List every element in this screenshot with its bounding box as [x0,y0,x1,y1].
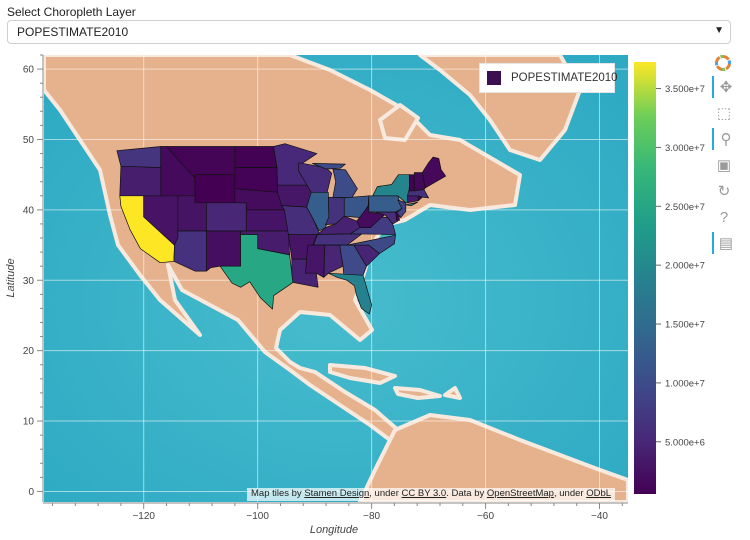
attribution-text: Map tiles by [251,488,305,499]
wheel-zoom-tool-icon[interactable]: ⚲ [712,128,738,150]
colorbar-tick-label: 5.000e+6 [665,437,705,448]
region-michigan-up[interactable] [312,163,346,170]
x-tick-label: −120 [132,511,155,522]
y-axis-label: Latitude [5,258,17,297]
stamen-design-link[interactable]: Stamen Design [304,488,370,499]
region-mississippi[interactable] [305,244,326,278]
layer-select-value: POPESTIMATE2010 [17,25,129,39]
region-kansas[interactable] [245,209,289,232]
region-colorado[interactable] [206,202,247,232]
colorbar [634,62,656,494]
x-tick-label: −40 [591,511,608,522]
x-axis-label: Longitude [310,524,358,536]
x-axis: −120 −100 −80 −60 −40 [52,503,623,522]
layer-select-dropdown[interactable]: POPESTIMATE2010 ▼ [7,20,731,44]
y-tick-label: 40 [23,205,35,216]
legend-swatch [487,71,501,85]
colorbar-tick-label: 1.000e+7 [665,378,705,389]
region-illinois[interactable] [306,191,330,232]
region-texas[interactable] [219,234,294,310]
region-florida[interactable] [327,272,372,315]
y-tick-label: 30 [23,276,35,287]
y-tick-label: 0 [28,487,34,498]
colorbar-tick-label: 3.000e+7 [665,143,705,154]
choropleth-regions [116,143,447,315]
x-tick-label: −60 [477,511,494,522]
region-wyoming[interactable] [194,174,236,204]
choropleth-map-plot[interactable]: 0 10 20 30 40 50 60 −120 −100 −80 −60 −40 Latitude… [0,50,750,540]
reset-tool-icon[interactable]: ↻ [717,182,731,200]
colorbar-tick-label: 2.000e+7 [665,261,705,272]
save-tool-icon[interactable]: ▣ [716,156,732,174]
region-south-dakota[interactable] [234,167,278,193]
attribution-text: . Data by [446,488,487,499]
y-tick-label: 20 [23,346,35,357]
x-tick-label: −80 [363,511,380,522]
help-tool-icon[interactable]: ? [719,208,729,226]
hover-tool-icon[interactable]: ▤ [712,232,738,254]
map-legend: POPESTIMATE2010 [479,63,618,93]
box-zoom-tool-icon[interactable]: ⬚ [716,104,732,122]
y-tick-label: 60 [23,65,35,76]
attribution-text: , under [369,488,402,499]
legend-label: POPESTIMATE2010 [511,72,618,84]
odbl-link[interactable]: ODbL [586,488,612,499]
y-tick-label: 50 [23,135,35,146]
colorbar-tick-label: 1.500e+7 [665,320,705,331]
map-attribution: Map tiles by Stamen Design, under CC BY … [247,488,616,501]
attribution-text: , under [553,488,587,499]
y-axis: 0 10 20 30 40 50 60 [23,54,43,498]
layer-select-label: Select Choropleth Layer [7,5,136,19]
cc-by-link[interactable]: CC BY 3.0 [401,488,447,499]
pan-tool-icon[interactable]: ✥ [712,76,738,98]
region-alabama[interactable] [323,244,344,278]
x-tick-label: −100 [246,511,269,522]
chevron-down-icon: ▼ [714,25,724,36]
region-north-carolina[interactable] [346,234,396,254]
colorbar-ticks: 5.000e+6 1.000e+7 1.500e+7 2.000e+7 2.500e+7… [656,84,705,448]
region-oregon[interactable] [119,165,164,197]
region-pennsylvania[interactable] [368,195,403,213]
colorbar-tick-label: 3.500e+7 [665,84,705,95]
openstreetmap-link[interactable]: OpenStreetMap [486,488,554,499]
region-north-dakota[interactable] [234,146,278,168]
region-new-hampshire[interactable] [413,172,426,192]
region-long-island[interactable] [405,201,419,206]
y-tick-label: 10 [23,417,35,428]
region-maine[interactable] [421,156,447,189]
bokeh-logo-icon[interactable] [712,54,734,72]
colorbar-tick-label: 2.500e+7 [665,202,705,213]
region-new-mexico[interactable] [206,230,241,272]
